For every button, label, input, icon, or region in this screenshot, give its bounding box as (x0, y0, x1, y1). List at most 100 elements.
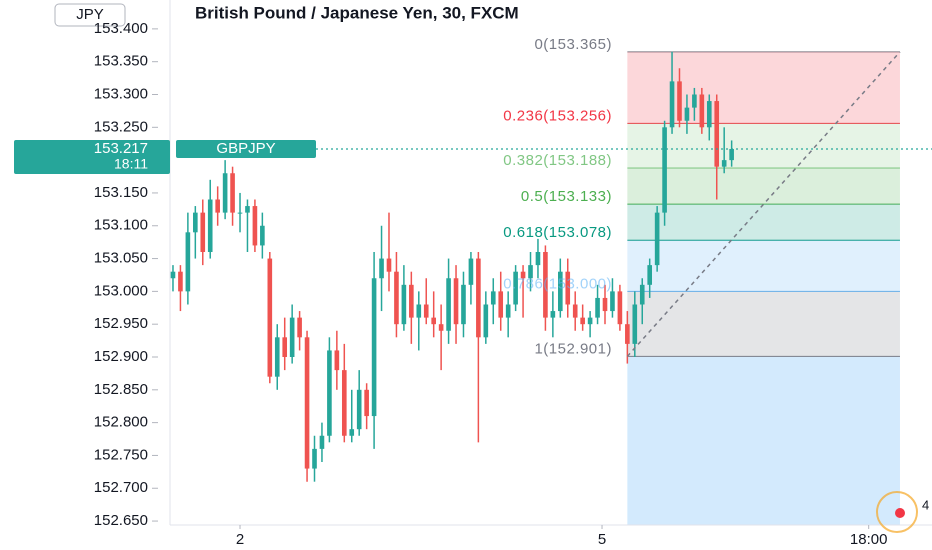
candle-body (371, 278, 377, 417)
fib-band (627, 291, 900, 357)
fib-label: 0.236(153.256) (503, 107, 612, 124)
fib-label: 0(153.365) (534, 36, 612, 53)
fib-band (627, 123, 900, 168)
badge-dot (895, 508, 905, 518)
candle-body (684, 107, 690, 121)
countdown: 18:11 (114, 156, 148, 172)
candle-body (297, 317, 302, 338)
candle-body (438, 324, 444, 331)
candle-body (654, 212, 660, 266)
candle-body (729, 148, 734, 161)
candle-body (356, 389, 362, 430)
candle-body (476, 258, 481, 338)
candle-body (349, 429, 355, 436)
candle-body (580, 317, 585, 325)
candle-body (267, 258, 273, 377)
current-price-label: 153.217 (94, 140, 148, 157)
candle-body (490, 291, 496, 305)
x-tick-label: 5 (598, 531, 606, 548)
candle-body (193, 212, 198, 233)
candle-body (595, 297, 600, 318)
candle-body (468, 258, 474, 285)
candle-body (662, 127, 667, 213)
candle-body (282, 337, 288, 357)
candle-body (327, 350, 332, 436)
fib-band (627, 168, 900, 205)
candle-body (409, 284, 414, 318)
fib-label: 0.382(153.188) (503, 152, 612, 169)
candle-body (200, 212, 206, 252)
candle-body (677, 81, 682, 121)
y-tick-label: 152.900 (94, 348, 148, 365)
y-tick-label: 152.950 (94, 315, 148, 332)
y-tick-label: 153.100 (94, 217, 148, 234)
candle-body (416, 304, 422, 318)
fib-band (627, 51, 900, 124)
symbol-tag: GBPJPY (216, 140, 275, 157)
candle-body (207, 199, 213, 252)
candle-body (334, 350, 340, 371)
y-tick-label: 153.400 (94, 20, 148, 37)
candle-body (274, 337, 280, 377)
candle-body (543, 252, 548, 318)
candle-body (423, 304, 429, 318)
candle-body (394, 271, 399, 325)
symbol-tag-box (176, 139, 316, 158)
overlay-layer: 0(153.365) 0.236(153.256) 0.382(153.188) 0.… (316, 36, 932, 357)
candle-body (632, 304, 638, 344)
candle-body (565, 271, 571, 305)
x-tick-label: 2 (236, 531, 244, 548)
fib-band (627, 204, 900, 241)
y-tick-label: 152.850 (94, 381, 148, 398)
badge: 4 (922, 497, 929, 512)
candle-body (587, 317, 593, 325)
candle-body (178, 271, 183, 292)
candle-body (401, 284, 407, 325)
candle-body (535, 252, 541, 266)
x-tick-label: 18:00 (850, 531, 888, 548)
y-tick-label: 152.650 (94, 512, 148, 529)
candle-body (252, 206, 258, 246)
candle-body (528, 265, 533, 279)
candle-body (379, 258, 384, 279)
candle-body (639, 284, 645, 305)
fib-layer (627, 51, 900, 525)
candle-body (721, 160, 727, 167)
candle-body (289, 317, 295, 357)
candle-body (513, 271, 518, 305)
chart-title: British Pound / Japanese Yen, 30, FXCM (195, 3, 519, 22)
candle-body (312, 448, 317, 469)
current-price-tag (14, 139, 170, 174)
fib-label: 0.618(153.078) (503, 224, 612, 241)
candle-body (260, 225, 265, 246)
candle-body (669, 81, 675, 128)
currency-box[interactable] (54, 3, 126, 27)
fib-label: 0.786(153.000) (503, 275, 612, 292)
candle-body (550, 311, 556, 318)
candle-body (602, 297, 608, 312)
candle-body (185, 232, 191, 292)
candle-body (215, 199, 220, 213)
y-tick-label: 153.150 (94, 184, 148, 201)
y-tick-label: 152.700 (94, 479, 148, 496)
candle-body (558, 271, 563, 312)
candle-body (625, 324, 630, 344)
candle-body (505, 304, 511, 318)
fib-band (627, 240, 900, 292)
candle-body (431, 317, 436, 325)
badge-ring[interactable] (876, 491, 918, 533)
y-tick-label: 152.750 (94, 446, 148, 463)
candle-body (237, 212, 243, 214)
candle-body (520, 271, 526, 279)
y-tick-label: 153.250 (94, 118, 148, 135)
candle-body (610, 291, 615, 312)
candle-body (341, 370, 347, 436)
candle-body (483, 304, 489, 338)
candle-body (319, 435, 325, 449)
y-tick-label: 153.350 (94, 53, 148, 70)
y-tick-label: 153.000 (94, 282, 148, 299)
candle-body (706, 101, 712, 128)
